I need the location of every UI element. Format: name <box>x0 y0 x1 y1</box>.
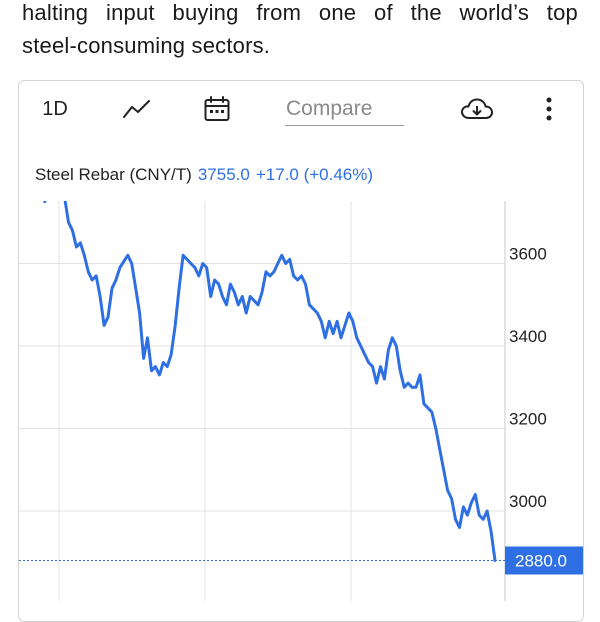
price-change: +17.0 (+0.46%) <box>255 165 374 184</box>
article-excerpt: halting input buying from one of the wor… <box>22 0 578 62</box>
time-range-button[interactable]: 1D <box>42 97 68 120</box>
last-price: 3755.0 <box>197 165 250 184</box>
chart-legend: Steel Rebar (CNY/T) 3755.0 +17.0 (+0.46%) <box>35 165 373 185</box>
article-line-1: halting input buying from one of the wor… <box>22 0 578 25</box>
price-chart[interactable]: 38003600340032003000 2880.0 <box>19 201 583 601</box>
y-tick-label: 3600 <box>509 245 547 264</box>
last-price-tag-label: 2880.0 <box>515 552 567 571</box>
series-name: Steel Rebar (CNY/T) <box>35 165 192 184</box>
compare-input[interactable] <box>285 93 404 126</box>
chart-toolbar: 1D <box>19 81 583 137</box>
price-line <box>43 201 497 562</box>
more-vertical-icon[interactable] <box>531 81 567 137</box>
download-cloud-icon[interactable] <box>455 81 499 137</box>
y-tick-label: 3200 <box>509 410 547 429</box>
article-line-2: steel-consuming sectors. <box>22 33 271 58</box>
chart-widget: 1D <box>18 80 584 622</box>
y-tick-label: 3000 <box>509 492 547 511</box>
y-tick-label: 3400 <box>509 327 547 346</box>
last-price-tag <box>505 546 583 575</box>
line-chart-icon[interactable] <box>117 81 157 137</box>
calendar-icon[interactable] <box>197 81 237 137</box>
